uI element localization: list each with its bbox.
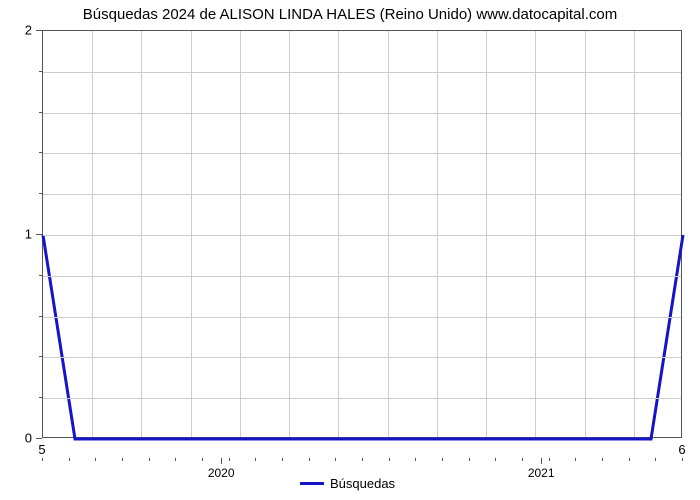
gridline-vertical bbox=[240, 31, 241, 437]
y-axis-label: 1 bbox=[14, 227, 32, 242]
x-tick-major bbox=[221, 458, 222, 464]
x-tick-minor bbox=[255, 458, 256, 461]
x-tick-minor bbox=[362, 458, 363, 461]
legend-swatch bbox=[300, 482, 324, 485]
y-axis-label: 2 bbox=[14, 23, 32, 38]
x-tick-minor bbox=[229, 458, 230, 461]
gridline-horizontal bbox=[43, 276, 681, 277]
y-tick-minor bbox=[39, 356, 42, 357]
y-tick-minor bbox=[39, 152, 42, 153]
x-tick-minor bbox=[495, 458, 496, 461]
x-tick-minor bbox=[309, 458, 310, 461]
x-tick-minor bbox=[95, 458, 96, 461]
x-tick-minor bbox=[282, 458, 283, 461]
x-secondary-label-right: 6 bbox=[678, 442, 685, 457]
y-tick-minor bbox=[39, 397, 42, 398]
y-tick-major bbox=[36, 234, 42, 235]
gridline-horizontal bbox=[43, 398, 681, 399]
x-tick-minor bbox=[175, 458, 176, 461]
x-tick-minor bbox=[415, 458, 416, 461]
x-axis-label: 2021 bbox=[528, 466, 555, 480]
gridline-vertical bbox=[585, 31, 586, 437]
x-tick-minor bbox=[335, 458, 336, 461]
y-tick-minor bbox=[39, 71, 42, 72]
x-tick-minor bbox=[549, 458, 550, 461]
x-tick-minor bbox=[655, 458, 656, 461]
gridline-vertical bbox=[634, 31, 635, 437]
gridline-horizontal bbox=[43, 113, 681, 114]
x-tick-major bbox=[541, 458, 542, 464]
gridline-horizontal bbox=[43, 194, 681, 195]
x-tick-minor bbox=[629, 458, 630, 461]
legend: Búsquedas bbox=[300, 476, 395, 491]
gridline-vertical bbox=[141, 31, 142, 437]
gridline-vertical bbox=[486, 31, 487, 437]
gridline-horizontal bbox=[43, 153, 681, 154]
x-tick-minor bbox=[149, 458, 150, 461]
x-tick-minor bbox=[442, 458, 443, 461]
x-tick-minor bbox=[682, 458, 683, 461]
line-chart: Búsquedas 2024 de ALISON LINDA HALES (Re… bbox=[0, 0, 700, 500]
y-tick-minor bbox=[39, 193, 42, 194]
gridline-horizontal bbox=[43, 72, 681, 73]
y-tick-major bbox=[36, 438, 42, 439]
x-tick-minor bbox=[122, 458, 123, 461]
y-axis-label: 0 bbox=[14, 431, 32, 446]
gridline-vertical bbox=[535, 31, 536, 437]
gridline-horizontal bbox=[43, 235, 681, 236]
series-polyline bbox=[43, 235, 683, 439]
gridline-vertical bbox=[338, 31, 339, 437]
gridline-vertical bbox=[388, 31, 389, 437]
y-tick-minor bbox=[39, 275, 42, 276]
x-tick-minor bbox=[469, 458, 470, 461]
x-tick-minor bbox=[389, 458, 390, 461]
x-tick-minor bbox=[202, 458, 203, 461]
gridline-vertical bbox=[437, 31, 438, 437]
y-tick-minor bbox=[39, 112, 42, 113]
x-tick-minor bbox=[42, 458, 43, 461]
x-tick-minor bbox=[575, 458, 576, 461]
y-tick-minor bbox=[39, 316, 42, 317]
x-tick-minor bbox=[522, 458, 523, 461]
gridline-horizontal bbox=[43, 357, 681, 358]
x-tick-minor bbox=[602, 458, 603, 461]
legend-label: Búsquedas bbox=[330, 476, 395, 491]
chart-title: Búsquedas 2024 de ALISON LINDA HALES (Re… bbox=[0, 6, 700, 23]
y-tick-major bbox=[36, 30, 42, 31]
plot-area bbox=[42, 30, 682, 438]
x-tick-minor bbox=[69, 458, 70, 461]
x-axis-label: 2020 bbox=[208, 466, 235, 480]
x-secondary-label-left: 5 bbox=[38, 442, 45, 457]
gridline-horizontal bbox=[43, 317, 681, 318]
gridline-vertical bbox=[289, 31, 290, 437]
gridline-vertical bbox=[92, 31, 93, 437]
gridline-vertical bbox=[191, 31, 192, 437]
